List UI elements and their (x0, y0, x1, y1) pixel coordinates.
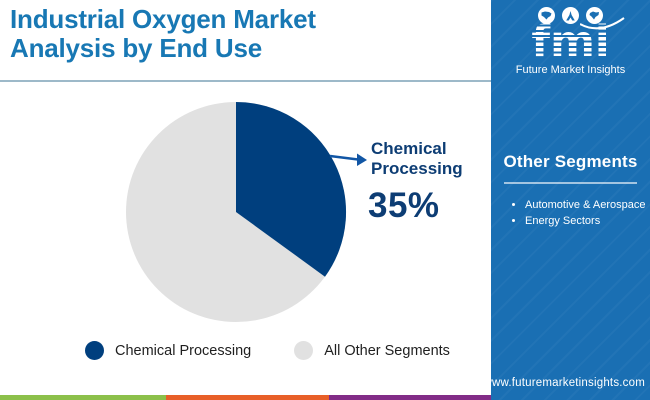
legend-item-all-other-segments: All Other Segments (294, 341, 450, 360)
logo-subtitle: Future Market Insights (515, 64, 626, 76)
callout-value: 35% (368, 186, 440, 225)
logo-swoosh (580, 17, 625, 30)
list-item-automotive-aerospace: Automotive & Aerospace (525, 197, 650, 213)
usa-map-icon (538, 7, 555, 24)
pie-slice-main (236, 101, 347, 277)
bar-segment-purple (329, 395, 491, 400)
legend-item-chemical-processing: Chemical Processing (85, 341, 251, 360)
bottom-color-bar (0, 395, 491, 400)
sidebar: fmi Future Market Insights Other Segment… (483, 0, 650, 400)
other-segments-panel: Other Segments Automotive & Aerospace En… (491, 152, 650, 229)
legend-swatch-blue (85, 341, 104, 360)
list-item-energy-sectors: Energy Sectors (525, 213, 650, 229)
other-segments-rule (504, 182, 637, 184)
website-url-link[interactable]: www.futuremarketinsights.com (483, 377, 645, 389)
bar-segment-orange (166, 395, 329, 400)
pie-chart (126, 101, 367, 322)
landmark-icon (562, 7, 579, 24)
chart-legend: Chemical Processing All Other Segments (85, 341, 450, 360)
fmi-logo: fmi Future Market Insights (491, 7, 650, 76)
legend-label: Chemical Processing (115, 342, 252, 359)
other-segments-list: Automotive & Aerospace Energy Sectors (525, 197, 650, 229)
bar-segment-green (0, 395, 166, 400)
callout-arrow (329, 153, 367, 166)
callout-label: Chemical Processing (371, 139, 463, 178)
other-segments-heading: Other Segments (503, 152, 638, 171)
fmi-wordmark: fmi (491, 21, 650, 64)
legend-label: All Other Segments (324, 342, 450, 359)
logo-icons-row (491, 7, 650, 30)
globe-map-icon (586, 7, 603, 24)
legend-swatch-gray (294, 341, 314, 360)
page-title: Industrial Oxygen Market Analysis by End… (10, 4, 316, 63)
header-divider (0, 80, 491, 82)
